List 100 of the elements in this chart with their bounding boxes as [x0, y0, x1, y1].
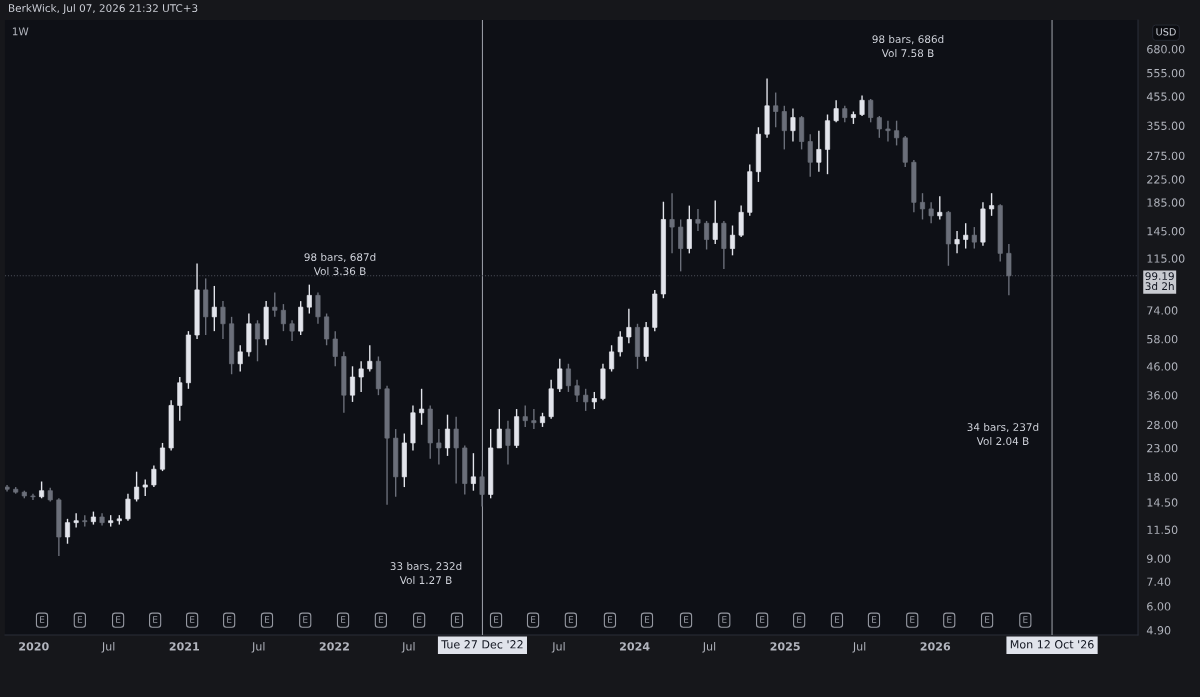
y-tick-label: 115.00: [1147, 254, 1185, 263]
candlestick: [315, 291, 321, 325]
annotation: E: [910, 616, 915, 623]
y-tick-label: 225.00: [1147, 175, 1185, 184]
annotation: E: [265, 616, 270, 623]
x-tick-label: 2020: [19, 642, 49, 651]
candlestick: [470, 452, 476, 492]
annotation: E: [760, 616, 765, 623]
y-axis-title: USD: [1156, 28, 1176, 36]
x-tick-label: Jul: [551, 641, 565, 653]
candlestick: [678, 218, 684, 273]
annotation: E: [153, 616, 158, 623]
candlestick: [237, 344, 243, 373]
candlestick: [367, 344, 373, 373]
y-tick-label: 145.00: [1147, 227, 1185, 236]
annotation: E: [645, 616, 650, 623]
candlestick: [868, 98, 874, 124]
y-tick-label: 23.00: [1147, 443, 1178, 453]
annotation: E: [378, 616, 384, 623]
candlestick: [255, 319, 261, 362]
candlestick: [894, 120, 900, 147]
candlestick: [445, 414, 451, 457]
candlestick: [712, 199, 718, 245]
y-tick-label: 14.50: [1147, 498, 1178, 507]
candlestick: [332, 330, 338, 367]
candlestick: [358, 360, 364, 393]
y-tick-label: 555.00: [1147, 68, 1185, 78]
annotation: E: [872, 616, 877, 623]
candlestick: [626, 308, 632, 344]
candlestick: [695, 208, 701, 232]
candlestick: [125, 492, 131, 522]
annotation: E: [341, 616, 346, 623]
annotation: E: [190, 616, 195, 623]
x-tick-label: 2021: [169, 642, 199, 651]
x-tick-label: Jul: [852, 641, 866, 653]
candlestick: [574, 379, 580, 403]
annotation: E: [227, 616, 232, 623]
candlestick: [669, 192, 675, 255]
candlestick: [272, 291, 278, 318]
annotation: 34 bars, 237d Vol 2.04 B: [967, 422, 1039, 446]
candlestick: [954, 230, 960, 255]
candlestick: [885, 120, 891, 143]
candlestick: [557, 358, 563, 393]
candlestick: [289, 319, 295, 342]
candlestick: [177, 376, 183, 422]
candlestick: [479, 469, 485, 508]
y-tick-label: 28.00: [1147, 420, 1178, 430]
y-tick-label: 74.00: [1147, 306, 1178, 315]
candlestick: [859, 94, 865, 117]
candlestick: [160, 442, 166, 472]
candlestick: [971, 226, 977, 250]
y-tick-label: 36.00: [1147, 391, 1178, 400]
candlestick: [436, 428, 442, 466]
candlestick: [280, 303, 286, 332]
candlestick: [773, 91, 779, 128]
y-tick-label: 275.00: [1147, 151, 1185, 161]
y-tick-label: 11.50: [1147, 525, 1178, 534]
candlestick: [919, 192, 926, 221]
annotation: E: [568, 616, 574, 623]
x-tick-label: Jul: [101, 641, 115, 653]
y-tick-label: 6.00: [1147, 602, 1171, 611]
annotation: E: [797, 616, 802, 623]
candlestick: [350, 365, 356, 403]
annotation: E: [417, 616, 422, 623]
candlestick: [833, 99, 839, 124]
candlestick: [306, 283, 312, 315]
candlestick: [807, 133, 813, 178]
annotation: E: [722, 616, 727, 623]
candlestick: [419, 388, 425, 426]
candlestick: [134, 471, 140, 503]
candlestick: [730, 224, 736, 257]
annotation: E: [116, 616, 121, 623]
annotation: E: [77, 616, 83, 623]
candlestick: [928, 201, 934, 224]
x-tick-label: 2025: [770, 642, 800, 651]
annotation: 98 bars, 687d Vol 3.36 B: [304, 252, 376, 276]
y-tick-label: 46.00: [1146, 362, 1178, 371]
candlestick: [617, 330, 623, 358]
y-tick-label: 355.00: [1147, 121, 1185, 130]
candlestick: [799, 115, 805, 151]
y-tick-label: 9.00: [1147, 554, 1171, 563]
annotation: E: [835, 616, 840, 623]
candlestick: [73, 512, 79, 529]
y-tick-label: 58.00: [1147, 334, 1178, 344]
annotation: E: [40, 616, 45, 623]
candlestick: [531, 408, 537, 430]
annotation: E: [607, 616, 613, 623]
candlestick: [505, 419, 511, 466]
x-tick-label: 2024: [620, 642, 650, 651]
candlestick: [790, 107, 796, 143]
candlestick: [151, 464, 157, 488]
candlestick: [989, 192, 995, 217]
annotation: E: [947, 616, 952, 623]
y-tick-label: 4.90: [1146, 626, 1171, 635]
candlestick: [453, 415, 459, 485]
candlestick: [583, 388, 589, 412]
candlestick: [738, 204, 744, 238]
x-tick-label: Jul: [251, 641, 265, 653]
candlestick: [1006, 243, 1012, 297]
candlestick: [876, 115, 882, 139]
